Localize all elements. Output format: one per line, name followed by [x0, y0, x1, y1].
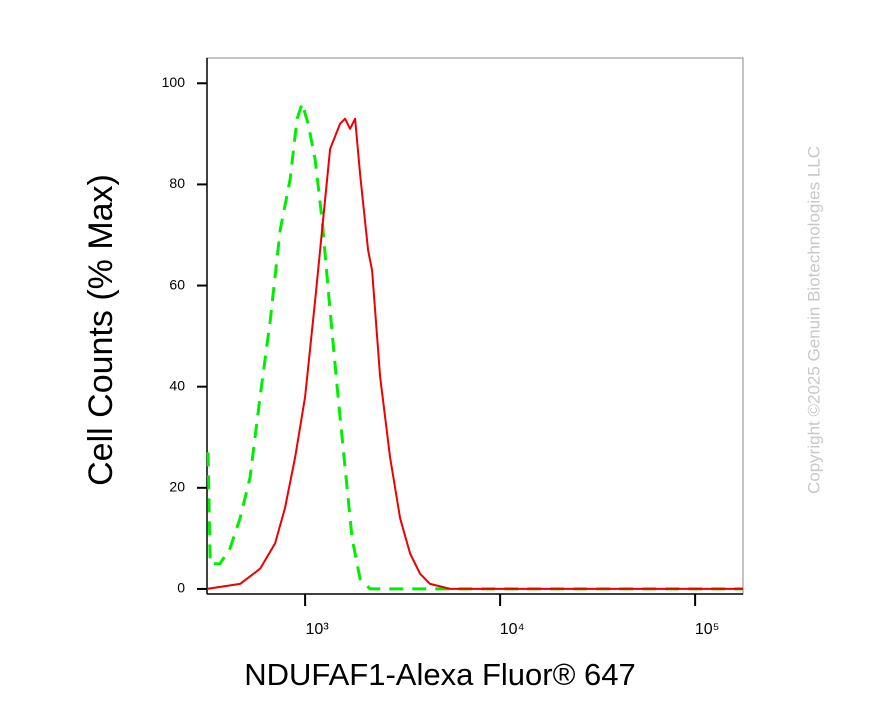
- x-tick-label: 10⁴: [500, 621, 525, 638]
- y-tick-label: 0: [177, 580, 185, 596]
- y-tick-label: 60: [169, 276, 185, 292]
- x-tick-label: 10³: [306, 621, 330, 638]
- series-line: [206, 117, 743, 590]
- watermark: Copyright ©2025 Genuin Biotechnologies L…: [804, 146, 823, 494]
- x-axis-label: NDUFAF1-Alexa Fluor® 647: [244, 657, 636, 692]
- y-tick-label: 80: [169, 175, 185, 191]
- x-tick-label: 10⁵: [695, 621, 719, 638]
- y-tick-label: 100: [162, 74, 186, 90]
- y-tick-label: 20: [169, 479, 185, 495]
- plot-frame: [206, 57, 744, 595]
- y-axis-label: Cell Counts (% Max): [82, 174, 120, 486]
- y-tick-label: 40: [169, 377, 185, 393]
- series-line: [206, 102, 743, 591]
